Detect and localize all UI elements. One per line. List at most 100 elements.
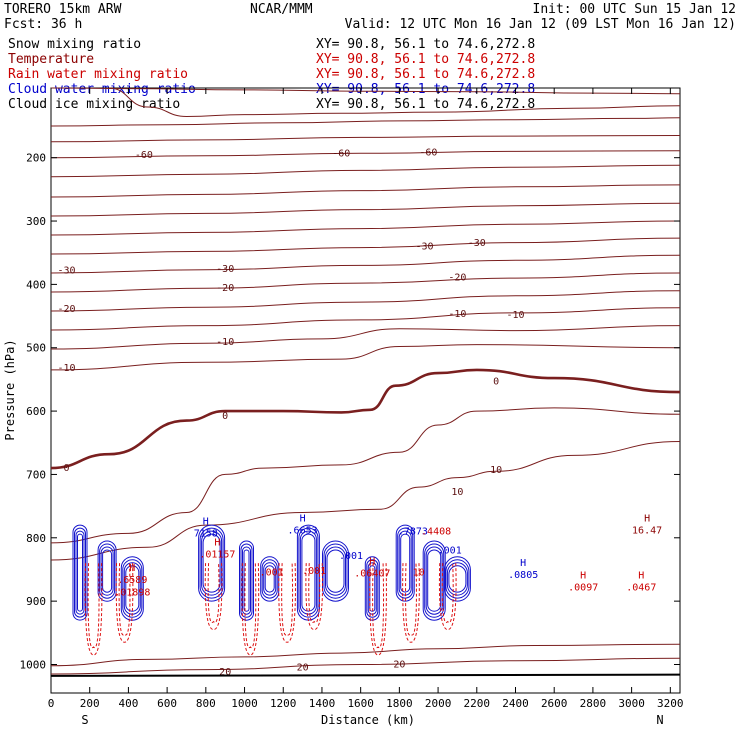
x-tick-label: 2000 bbox=[425, 697, 452, 710]
temperature-contour bbox=[50, 254, 681, 274]
x-tick-label: 3200 bbox=[657, 697, 684, 710]
contour-label: -10 bbox=[506, 310, 524, 321]
extremum-value: 10 bbox=[413, 567, 425, 578]
contour-label: -10 bbox=[448, 309, 466, 320]
temperature-contour bbox=[50, 220, 681, 236]
x-axis-label: Distance (km) bbox=[321, 713, 415, 727]
field-name: Temperature bbox=[8, 52, 94, 67]
temperature-contour bbox=[50, 135, 681, 143]
y-tick-label: 500 bbox=[26, 342, 46, 355]
rain-water-contour bbox=[244, 563, 257, 649]
field-xy: XY= 90.8, 56.1 to 74.6,272.8 bbox=[316, 82, 535, 97]
contour-labels: -60 -60 -60 -30 -30 -30 -30 -20 -20 -20 -10 -10 -10 -… bbox=[57, 148, 524, 678]
temperature-contours bbox=[50, 87, 681, 675]
rain-water-contour bbox=[278, 563, 296, 643]
contour-label: -30 bbox=[216, 264, 234, 275]
cloud-water-contour bbox=[100, 546, 114, 596]
x-tick-label: 2400 bbox=[502, 697, 529, 710]
rain-water-contour bbox=[87, 563, 100, 649]
temperature-contour bbox=[50, 237, 681, 255]
y-axis-label: Pressure (hPa) bbox=[3, 339, 17, 440]
x-tick-label: 400 bbox=[118, 697, 138, 710]
cloud-water-contour bbox=[263, 562, 277, 596]
cloud-water-contour bbox=[424, 543, 445, 618]
y-tick-label: 1000 bbox=[20, 659, 47, 672]
contour-label: 20 bbox=[393, 660, 405, 671]
x-tick-label: 1400 bbox=[309, 697, 336, 710]
cloud-water-contour bbox=[323, 543, 348, 599]
x-tick-label: 1000 bbox=[231, 697, 258, 710]
extremum-marker: H bbox=[644, 514, 650, 525]
temperature-contour bbox=[50, 202, 681, 217]
cloud-water-contour bbox=[366, 559, 379, 618]
extremum-value: .01157 bbox=[199, 550, 235, 561]
extremum-value: .0097 bbox=[568, 583, 598, 594]
cloud-water-contour bbox=[298, 527, 319, 618]
extremum-marker: H bbox=[300, 514, 306, 525]
extrema-labels: H7158H.6589.01898H.01157H.6653.001.001.0… bbox=[114, 514, 662, 599]
temperature-contour bbox=[50, 164, 681, 178]
x-axis-ticks: 0 200 400 600 800 1000 1200 1400 1600 1800 2000 220… bbox=[48, 88, 684, 710]
contour-label: -30 bbox=[415, 241, 433, 252]
valid-time: Valid: 12 UTC Mon 16 Jan 12 (09 LST Mon … bbox=[345, 17, 736, 32]
temperature-contour bbox=[50, 325, 681, 350]
rain-water-contour bbox=[441, 563, 454, 623]
extremum-value: .6589 bbox=[117, 575, 147, 586]
y-tick-label: 400 bbox=[26, 278, 46, 291]
temperature-contour bbox=[50, 184, 681, 198]
cloud-water-contour bbox=[364, 556, 380, 621]
x-tick-label: 800 bbox=[196, 697, 216, 710]
rain-water-contour bbox=[115, 563, 134, 643]
cloud-water-contour bbox=[445, 559, 470, 599]
extremum-value: .001 bbox=[302, 566, 326, 577]
x-tick-label: 1200 bbox=[270, 697, 297, 710]
temperature-contour bbox=[50, 117, 681, 127]
extremum-marker: H bbox=[520, 558, 526, 569]
rain-water-contour bbox=[207, 563, 220, 623]
cloud-water-contour bbox=[75, 530, 85, 615]
extremum-value: .0805 bbox=[508, 570, 538, 581]
contour-label: 20 bbox=[297, 663, 309, 674]
y-tick-label: 800 bbox=[26, 532, 46, 545]
temperature-contour bbox=[50, 150, 681, 159]
temperature-contour bbox=[50, 290, 681, 312]
cloud-water-contour bbox=[74, 527, 86, 618]
rain-water-contour bbox=[402, 563, 420, 643]
temperature-contour bbox=[50, 643, 681, 667]
cloud-water-contour bbox=[239, 540, 254, 621]
field-name: Cloud ice mixing ratio bbox=[8, 97, 180, 112]
field-xy: XY= 90.8, 56.1 to 74.6,272.8 bbox=[316, 67, 535, 82]
cloud-water-contour bbox=[446, 562, 468, 596]
cloud-water-contour bbox=[400, 533, 411, 593]
y-tick-label: 300 bbox=[26, 215, 46, 228]
cloud-water-contour bbox=[72, 524, 88, 621]
x-tick-label: 2200 bbox=[464, 697, 491, 710]
extremum-value: .0467 bbox=[626, 583, 656, 594]
cloud-water-contour bbox=[264, 565, 275, 593]
cloud-water-contour bbox=[422, 540, 446, 621]
model-title: TORERO 15km ARW bbox=[4, 2, 122, 17]
contour-label: -30 bbox=[468, 238, 486, 249]
temperature-contour bbox=[50, 307, 681, 331]
contour-label: 0 bbox=[222, 411, 228, 422]
temperature-contour bbox=[50, 657, 681, 675]
x-tick-label: 1800 bbox=[386, 697, 413, 710]
y-tick-label: 200 bbox=[26, 152, 46, 165]
y-tick-label: 700 bbox=[26, 468, 46, 481]
cloud-water-contour bbox=[448, 565, 467, 593]
rain-water-contour bbox=[84, 563, 103, 656]
extremum-value: .01898 bbox=[114, 588, 150, 599]
cloud-water-contour bbox=[301, 533, 316, 612]
x-tick-label: 0 bbox=[48, 697, 55, 710]
extremum-marker: H bbox=[214, 538, 220, 549]
cloud-water-contour bbox=[199, 527, 224, 599]
temperature-contour bbox=[50, 441, 681, 561]
rain-water-contour bbox=[372, 563, 385, 649]
contour-label: -30 bbox=[57, 266, 75, 277]
cloud-water-contour bbox=[198, 524, 226, 602]
cloud-water-contour bbox=[202, 533, 221, 593]
cloud-water-contour bbox=[443, 556, 471, 602]
x-tick-label: 2800 bbox=[580, 697, 607, 710]
